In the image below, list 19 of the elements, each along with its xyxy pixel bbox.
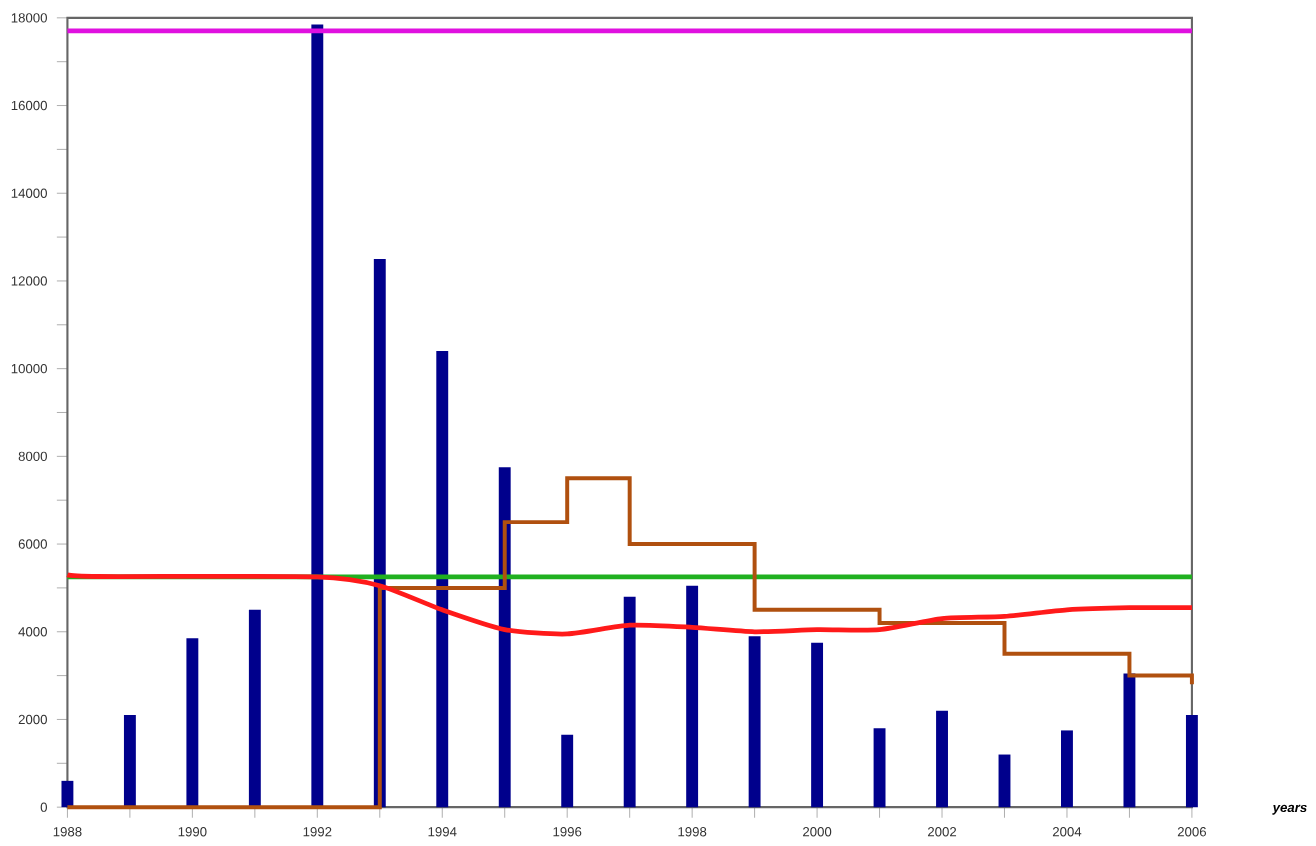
bar (1123, 673, 1136, 808)
bar (436, 351, 449, 808)
bar (623, 597, 636, 808)
bar (123, 715, 136, 808)
bar (61, 781, 74, 808)
line-series (65, 572, 1195, 637)
bar (686, 586, 699, 808)
bar (1185, 715, 1198, 808)
bar (748, 636, 761, 808)
bar (311, 24, 324, 808)
bar (1061, 730, 1073, 808)
bar (186, 638, 199, 808)
bar (498, 467, 511, 808)
bar (936, 711, 948, 808)
bar (561, 735, 574, 808)
bar (248, 610, 261, 808)
bar (998, 754, 1011, 808)
bar (811, 643, 824, 808)
bar (873, 728, 886, 808)
